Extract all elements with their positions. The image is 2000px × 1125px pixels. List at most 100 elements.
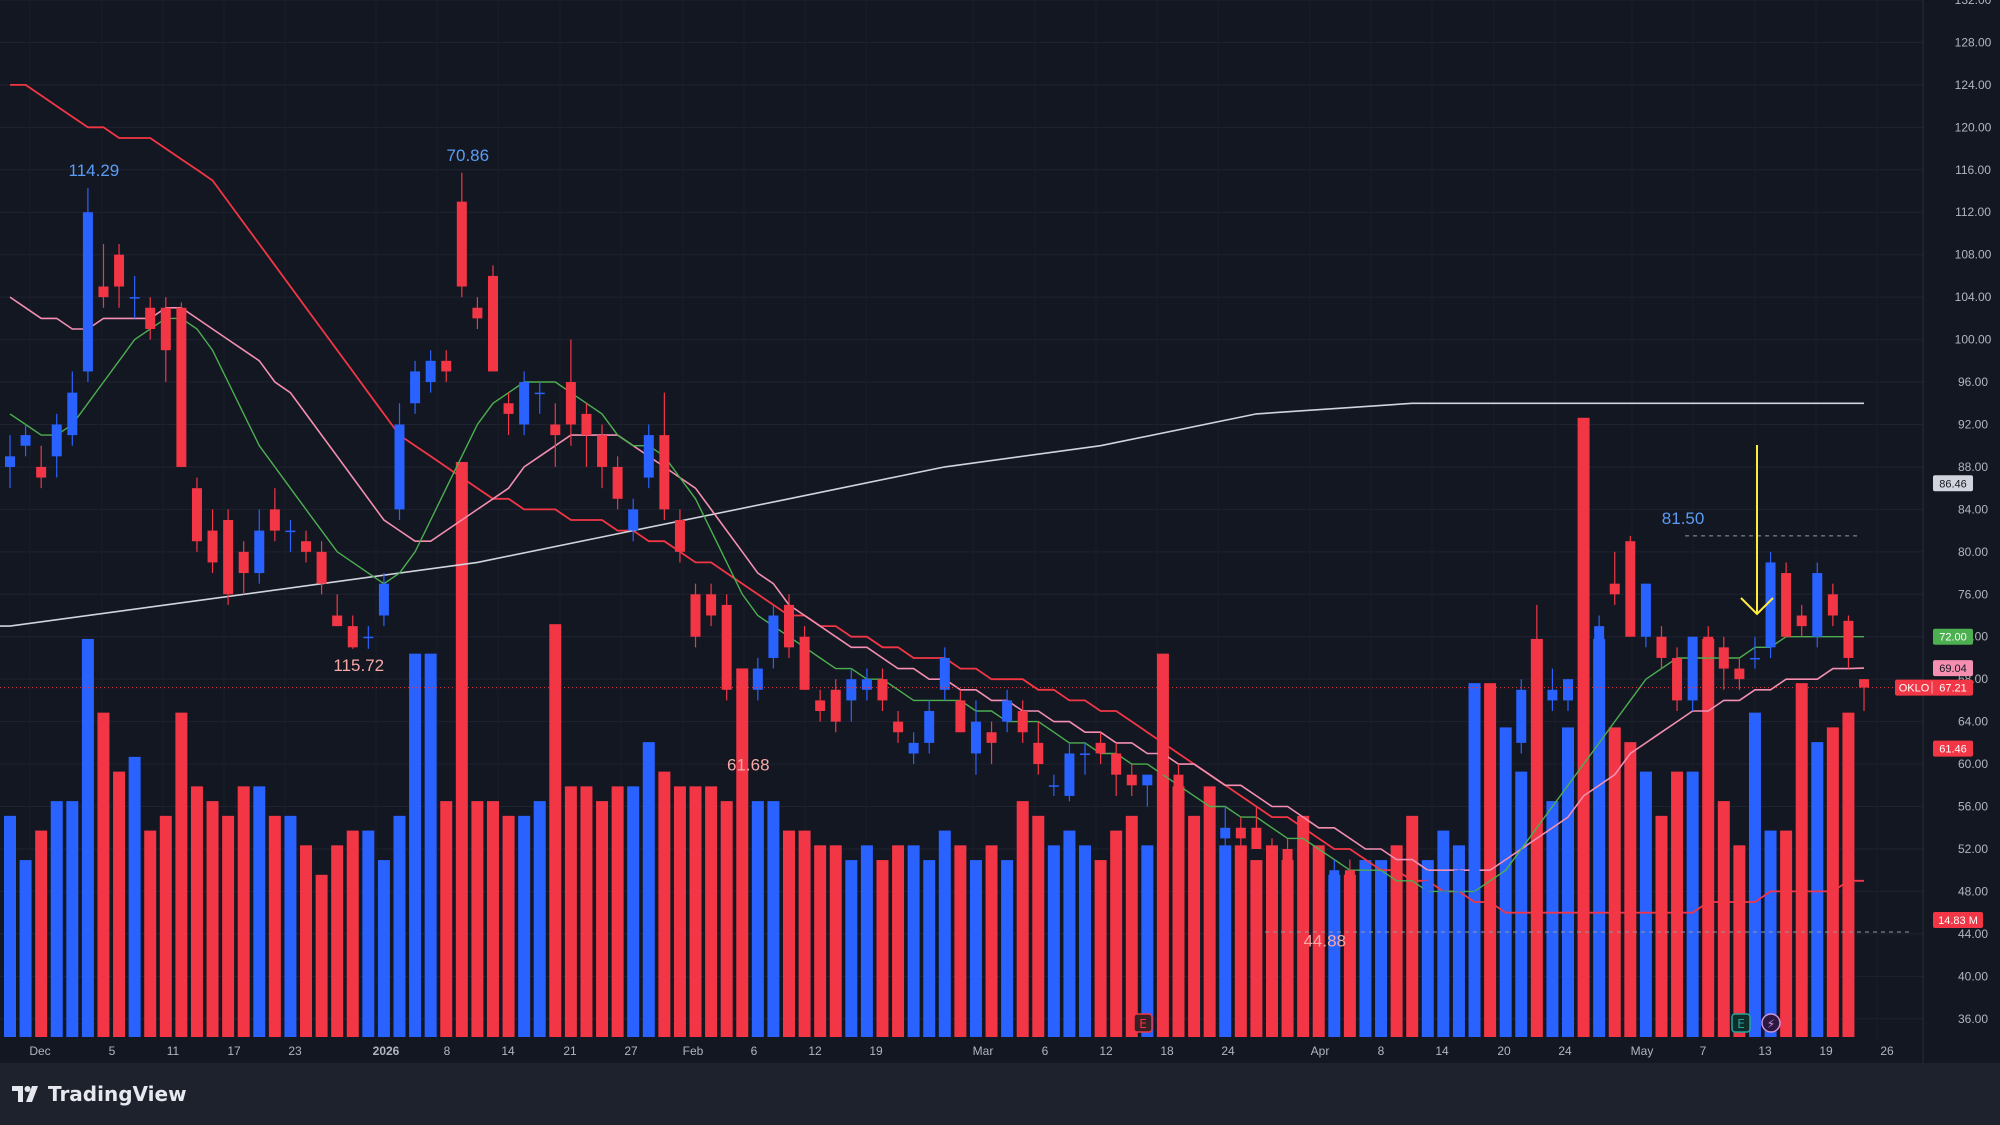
candle-body [799,636,810,690]
price-extreme-label: 81.50 [1662,509,1705,528]
candle-body [1609,583,1620,595]
candle-body [893,721,904,733]
candle-body [1469,848,1480,881]
candle-body [939,657,950,690]
price-axis[interactable]: 36.00 40.00 44.00 48.00 52.00 56.00 60.00 64.00… [1922,0,2000,1063]
volume-bar [1515,771,1528,1037]
candle-body [690,594,701,637]
volume-bar [1281,860,1294,1037]
candle-body [1189,827,1200,834]
volume-bar [1562,727,1574,1037]
y-tick-label: 80.00 [1958,545,1988,559]
candle-body [1672,657,1683,701]
candle-body [861,679,872,690]
flash-event-icon[interactable]: ⚡ [1761,1013,1781,1033]
footer-bar [0,1063,2000,1125]
ma200-line [0,402,1864,627]
candlesticks [5,172,1870,925]
volume-bar [159,815,172,1037]
volume-bar [331,845,344,1037]
candle-body [986,732,997,743]
volume-bar [502,815,515,1037]
volume-bar [1702,638,1715,1037]
flash-event-icon-shape [1761,1013,1781,1033]
volume-bar [284,815,297,1037]
volume-bar [1219,845,1232,1037]
volume-bar [128,756,141,1037]
candle-body [1594,626,1605,701]
volume-bar [1421,860,1434,1037]
candle-body [1048,785,1059,787]
volume-bar [1671,771,1684,1037]
x-tick-label: 11 [167,1044,180,1058]
candle-body [1298,870,1309,903]
volume-bar [35,830,48,1037]
flash-event-icon-glyph: ⚡ [1767,1017,1775,1031]
candle-body [1703,636,1714,648]
earnings-marker-green-icon[interactable]: E [1731,1013,1751,1033]
time-axis[interactable]: Dec 5 11 17 23 2026 8 14 21 27 Feb 6 12 19 Mar 6 12 18 24 A… [29,1044,1894,1058]
candle-body [1266,848,1277,860]
volume-bar [1764,830,1777,1037]
volume-bar [471,801,484,1037]
candle-body [1438,891,1449,893]
volume-bar [1717,801,1730,1037]
earnings-marker-green-icon-shape [1731,1013,1751,1033]
price-axis-panel [1923,0,2000,1063]
tradingview-logo[interactable]: TradingView [12,1082,187,1106]
candle-body [20,435,31,446]
y-tick-label: 132.00 [1955,0,1992,7]
candle-body [815,700,826,712]
x-tick-label: 21 [563,1044,577,1058]
volume-bar [190,786,203,1037]
x-tick-label: May [1631,1044,1654,1058]
x-tick-label: 12 [1099,1044,1113,1058]
volume-bar [1094,860,1107,1037]
volume-bar [705,786,718,1037]
earnings-marker-red-icon[interactable]: E [1133,1013,1153,1033]
volume-bar [798,830,811,1037]
candle-body [425,360,436,383]
volume-bar [1203,786,1216,1037]
y-tick-label: 104.00 [1955,290,1992,304]
volume-bar [1686,771,1699,1037]
ma50-tag: 61.46 [1939,744,1967,756]
candle-body [316,551,327,584]
volume-bar [1188,815,1201,1037]
candle-body [378,583,389,616]
candle-body [846,679,857,701]
candle-body [970,721,981,754]
candle-body [628,509,639,531]
x-tick-label: 6 [1042,1044,1049,1058]
volume-bar [175,712,188,1037]
candle-body [1111,753,1122,775]
volume-bar [673,786,686,1037]
volume-bar [1265,845,1278,1037]
candle-body [160,307,171,351]
volume-bar [923,860,936,1037]
earnings-marker-red-icon-shape [1133,1013,1153,1033]
volume-bar [1499,727,1512,1037]
moving-averages [0,84,1865,914]
earnings-marker-green-icon-glyph: E [1737,1017,1745,1031]
volume-bar [1063,830,1076,1037]
candle-body [487,275,498,372]
x-tick-label: 27 [624,1044,638,1058]
volume-bar [455,462,468,1037]
y-tick-label: 64.00 [1958,715,1988,729]
volume-bar [1733,845,1746,1037]
volume-bar [300,845,313,1037]
candle-body [410,371,421,404]
candle-body [924,711,935,743]
event-markers[interactable]: E E ⚡ [1133,1013,1781,1033]
candle-body [597,435,608,467]
candle-body [82,212,93,372]
x-tick-label: 2026 [373,1044,400,1058]
volume-bar [767,801,780,1037]
candle-body [191,488,202,542]
candle-body [1827,594,1838,616]
volume-bar [783,830,795,1037]
price-extreme-label: 115.72 [333,656,384,675]
x-tick-label: 12 [808,1044,822,1058]
